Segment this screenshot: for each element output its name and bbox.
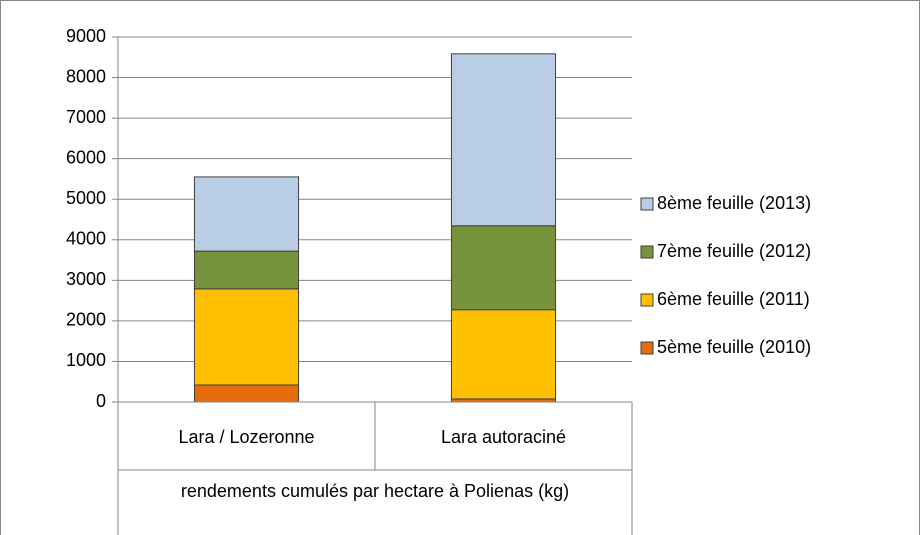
legend-label: 6ème feuille (2011)	[657, 289, 810, 309]
y-tick-label: 5000	[66, 188, 106, 208]
bar-segment	[193, 176, 300, 252]
legend-swatch	[640, 293, 654, 307]
legend-swatch	[640, 341, 654, 355]
legend-label: 5ème feuille (2010)	[657, 337, 811, 357]
x-tick-label: Lara autoraciné	[441, 427, 566, 447]
legend-swatch	[640, 245, 654, 259]
y-tick-label: 3000	[66, 269, 106, 289]
y-tick-label: 9000	[66, 26, 106, 46]
legend-label: 7ème feuille (2012)	[657, 241, 811, 261]
bar-segment	[450, 53, 557, 227]
y-tick-label: 4000	[66, 229, 106, 249]
y-tick-label: 8000	[66, 66, 106, 86]
bar-segment	[450, 225, 557, 311]
bar-segment	[450, 309, 557, 400]
y-tick-label: 2000	[66, 310, 106, 330]
legend-label: 8ème feuille (2013)	[657, 193, 811, 213]
y-tick-label: 0	[96, 391, 106, 411]
x-tick-label: Lara / Lozeronne	[178, 427, 314, 447]
y-tick-label: 1000	[66, 350, 106, 370]
group-label: rendements cumulés par hectare à Poliena…	[180, 481, 570, 501]
y-tick-label: 7000	[66, 107, 106, 127]
legend-swatch	[640, 197, 654, 211]
bar-segment	[193, 288, 300, 386]
y-tick-label: 6000	[66, 147, 106, 167]
bar-segment	[193, 250, 300, 290]
bar-segment	[193, 384, 300, 403]
